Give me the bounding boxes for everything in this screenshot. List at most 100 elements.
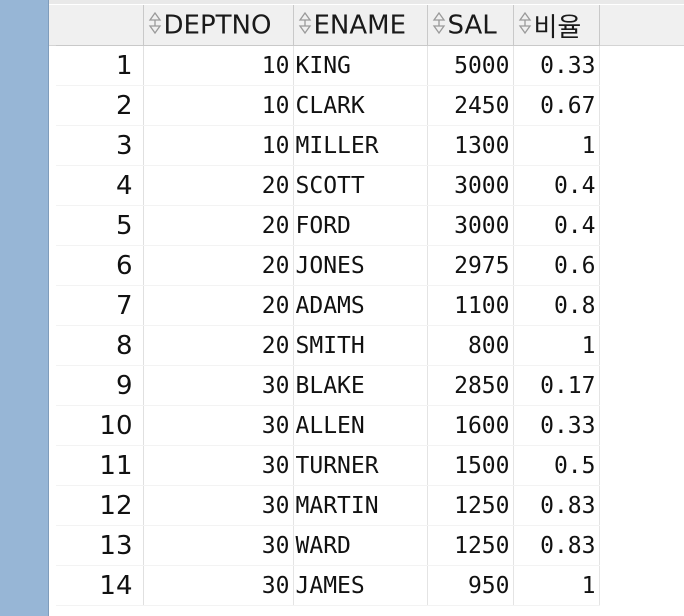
side-panel-border — [48, 0, 49, 616]
column-header-sal[interactable]: SAL — [426, 5, 514, 46]
table-row[interactable]: 5 20 FORD 3000 0.4 — [56, 205, 600, 246]
cell-sal[interactable]: 1100 — [427, 285, 514, 326]
cell-deptno[interactable]: 20 — [143, 205, 294, 246]
cell-ratio[interactable]: 0.4 — [513, 165, 600, 206]
table-row[interactable]: 12 30 MARTIN 1250 0.83 — [56, 485, 600, 526]
table-row[interactable]: 4 20 SCOTT 3000 0.4 — [56, 165, 600, 206]
table-row[interactable]: 13 30 WARD 1250 0.83 — [56, 525, 600, 566]
column-label-sal: SAL — [447, 10, 497, 41]
cell-deptno[interactable]: 30 — [143, 445, 294, 486]
cell-sal[interactable]: 950 — [427, 565, 514, 606]
cell-ename[interactable]: CLARK — [293, 85, 428, 126]
row-number: 3 — [56, 125, 144, 166]
cell-ratio[interactable]: 0.33 — [513, 45, 600, 86]
cell-ename[interactable]: TURNER — [293, 445, 428, 486]
cell-sal[interactable]: 3000 — [427, 205, 514, 246]
row-number: 10 — [56, 405, 144, 446]
row-number: 9 — [56, 365, 144, 406]
cell-ename[interactable]: MILLER — [293, 125, 428, 166]
query-result-grid: DEPTNO ENAME SAL — [56, 5, 600, 606]
cell-deptno[interactable]: 20 — [143, 285, 294, 326]
cell-ename[interactable]: MARTIN — [293, 485, 428, 526]
cell-ename[interactable]: ALLEN — [293, 405, 428, 446]
sort-toggle-icon[interactable] — [148, 11, 162, 35]
header-row: DEPTNO ENAME SAL — [56, 5, 600, 46]
cell-ratio[interactable]: 0.5 — [513, 445, 600, 486]
cell-ratio[interactable]: 0.67 — [513, 85, 600, 126]
cell-ename[interactable]: JAMES — [293, 565, 428, 606]
cell-deptno[interactable]: 30 — [143, 405, 294, 446]
cell-ratio[interactable]: 0.17 — [513, 365, 600, 406]
cell-ename[interactable]: SCOTT — [293, 165, 428, 206]
row-number: 7 — [56, 285, 144, 326]
column-header-ratio[interactable]: 비율 — [512, 5, 600, 46]
sort-toggle-icon[interactable] — [298, 11, 312, 35]
cell-sal[interactable]: 2975 — [427, 245, 514, 286]
cell-sal[interactable]: 2850 — [427, 365, 514, 406]
table-row[interactable]: 6 20 JONES 2975 0.6 — [56, 245, 600, 286]
cell-sal[interactable]: 3000 — [427, 165, 514, 206]
cell-sal[interactable]: 1600 — [427, 405, 514, 446]
row-number: 4 — [56, 165, 144, 206]
grid-top-edge — [49, 0, 684, 4]
cell-ename[interactable]: WARD — [293, 525, 428, 566]
cell-ename[interactable]: BLAKE — [293, 365, 428, 406]
cell-deptno[interactable]: 30 — [143, 525, 294, 566]
cell-ename[interactable]: SMITH — [293, 325, 428, 366]
cell-deptno[interactable]: 30 — [143, 365, 294, 406]
column-label-ename: ENAME — [313, 10, 407, 41]
cell-deptno[interactable]: 20 — [143, 325, 294, 366]
cell-ename[interactable]: JONES — [293, 245, 428, 286]
cell-ratio[interactable]: 0.33 — [513, 405, 600, 446]
cell-deptno[interactable]: 10 — [143, 85, 294, 126]
table-row[interactable]: 3 10 MILLER 1300 1 — [56, 125, 600, 166]
sort-toggle-icon[interactable] — [518, 11, 532, 35]
cell-ratio[interactable]: 1 — [513, 325, 600, 366]
cell-ratio[interactable]: 1 — [513, 565, 600, 606]
table-row[interactable]: 1 10 KING 5000 0.33 — [56, 45, 600, 86]
cell-sal[interactable]: 800 — [427, 325, 514, 366]
table-row[interactable]: 10 30 ALLEN 1600 0.33 — [56, 405, 600, 446]
table-row[interactable]: 8 20 SMITH 800 1 — [56, 325, 600, 366]
column-label-deptno: DEPTNO — [163, 10, 272, 41]
table-row[interactable]: 2 10 CLARK 2450 0.67 — [56, 85, 600, 126]
cell-sal[interactable]: 1300 — [427, 125, 514, 166]
cell-ratio[interactable]: 0.6 — [513, 245, 600, 286]
table-row[interactable]: 7 20 ADAMS 1100 0.8 — [56, 285, 600, 326]
cell-deptno[interactable]: 20 — [143, 165, 294, 206]
column-header-ename[interactable]: ENAME — [292, 5, 428, 46]
cell-ename[interactable]: FORD — [293, 205, 428, 246]
cell-sal[interactable]: 1250 — [427, 525, 514, 566]
column-header-deptno[interactable]: DEPTNO — [142, 5, 294, 46]
row-number-header — [56, 5, 144, 46]
row-number: 5 — [56, 205, 144, 246]
row-number: 11 — [56, 445, 144, 486]
table-row[interactable]: 11 30 TURNER 1500 0.5 — [56, 445, 600, 486]
cell-deptno[interactable]: 20 — [143, 245, 294, 286]
cell-sal[interactable]: 2450 — [427, 85, 514, 126]
cell-sal[interactable]: 1250 — [427, 485, 514, 526]
cell-deptno[interactable]: 10 — [143, 125, 294, 166]
column-label-ratio: 비율 — [533, 12, 582, 43]
cell-ratio[interactable]: 0.83 — [513, 525, 600, 566]
row-number: 6 — [56, 245, 144, 286]
cell-ename[interactable]: ADAMS — [293, 285, 428, 326]
cell-deptno[interactable]: 30 — [143, 485, 294, 526]
row-number: 2 — [56, 85, 144, 126]
cell-deptno[interactable]: 30 — [143, 565, 294, 606]
row-number: 13 — [56, 525, 144, 566]
cell-ratio[interactable]: 1 — [513, 125, 600, 166]
cell-sal[interactable]: 1500 — [427, 445, 514, 486]
side-panel — [0, 0, 48, 616]
row-number: 1 — [56, 45, 144, 86]
cell-sal[interactable]: 5000 — [427, 45, 514, 86]
sort-toggle-icon[interactable] — [432, 11, 446, 35]
cell-ratio[interactable]: 0.83 — [513, 485, 600, 526]
row-number: 12 — [56, 485, 144, 526]
table-row[interactable]: 9 30 BLAKE 2850 0.17 — [56, 365, 600, 406]
cell-ratio[interactable]: 0.8 — [513, 285, 600, 326]
table-row[interactable]: 14 30 JAMES 950 1 — [56, 565, 600, 606]
cell-ratio[interactable]: 0.4 — [513, 205, 600, 246]
cell-ename[interactable]: KING — [293, 45, 428, 86]
cell-deptno[interactable]: 10 — [143, 45, 294, 86]
